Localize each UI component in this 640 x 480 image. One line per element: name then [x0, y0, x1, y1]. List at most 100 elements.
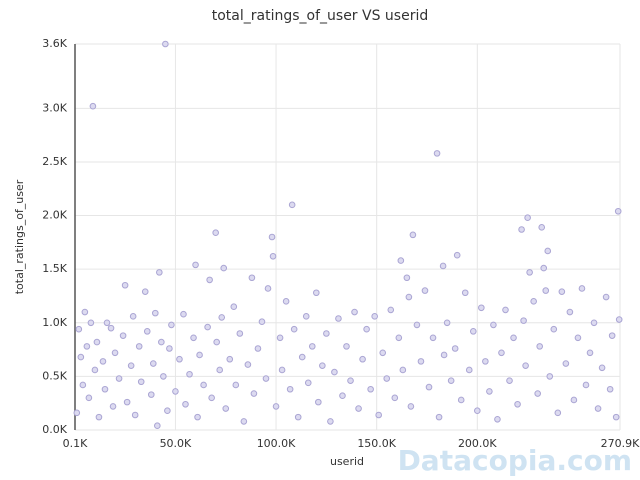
point — [367, 385, 374, 393]
point — [542, 287, 550, 294]
point — [403, 274, 411, 282]
point — [323, 330, 330, 337]
point — [486, 388, 493, 395]
point — [230, 303, 238, 310]
point — [536, 343, 543, 350]
point — [443, 319, 451, 327]
point — [156, 269, 163, 276]
point — [222, 405, 230, 412]
point — [461, 289, 469, 297]
point — [220, 264, 228, 272]
point — [232, 381, 240, 389]
point — [335, 315, 342, 322]
point — [538, 224, 546, 231]
point — [331, 368, 338, 376]
x-tick-label: 50.0K — [160, 437, 192, 450]
point — [614, 207, 622, 215]
point — [315, 398, 322, 406]
point — [192, 261, 199, 269]
y-axis-label: total_ratings_of_user — [13, 179, 26, 294]
point — [143, 328, 151, 335]
point — [176, 355, 183, 363]
point — [469, 328, 477, 335]
point — [506, 377, 513, 384]
point — [363, 325, 370, 333]
point — [258, 318, 266, 326]
point — [457, 396, 465, 404]
point — [391, 394, 399, 402]
point — [160, 373, 167, 380]
point — [172, 388, 179, 395]
y-tick-label: 2.0K — [42, 209, 67, 222]
point — [129, 313, 137, 320]
point — [598, 364, 606, 372]
point — [182, 400, 189, 408]
chart-title: total_ratings_of_user VS userid — [212, 8, 429, 24]
point — [250, 390, 258, 397]
point — [135, 343, 143, 350]
point — [409, 231, 417, 239]
point — [87, 319, 95, 327]
x-tick-label: 0.1K — [63, 437, 88, 450]
point — [606, 385, 614, 393]
point — [103, 319, 111, 327]
point — [272, 403, 280, 410]
y-tick-label: 1.5K — [42, 262, 67, 275]
point — [216, 366, 224, 374]
point — [141, 288, 149, 295]
point — [212, 229, 219, 237]
y-tick-label: 2.5K — [42, 155, 67, 168]
point — [109, 403, 117, 410]
point — [421, 287, 429, 294]
point — [502, 306, 509, 314]
x-tick-label: 200.0K — [458, 437, 497, 450]
point — [407, 403, 415, 410]
point — [439, 262, 447, 270]
point — [85, 394, 93, 402]
point — [111, 349, 119, 357]
point — [204, 323, 211, 331]
point — [268, 233, 276, 241]
point — [308, 343, 316, 350]
point — [383, 375, 391, 382]
point — [347, 377, 354, 384]
point — [574, 334, 582, 342]
point — [73, 409, 81, 417]
point — [83, 343, 91, 350]
point — [262, 375, 270, 382]
y-tick-label: 3.6K — [42, 37, 67, 50]
point — [244, 361, 252, 368]
point — [522, 362, 529, 369]
x-tick-label: 150.0K — [357, 437, 396, 450]
point — [429, 334, 437, 342]
point — [123, 398, 131, 406]
point — [540, 264, 548, 272]
point — [254, 345, 262, 352]
point — [518, 226, 525, 233]
point — [494, 415, 501, 423]
point — [95, 413, 103, 421]
point — [433, 150, 441, 157]
point — [554, 409, 562, 417]
point — [115, 375, 123, 382]
point — [514, 400, 521, 408]
point — [327, 418, 334, 425]
point — [190, 334, 197, 342]
point — [562, 360, 570, 367]
point — [282, 298, 290, 305]
point — [520, 317, 527, 324]
point — [435, 413, 443, 421]
point — [206, 276, 213, 284]
point — [166, 345, 173, 352]
point — [196, 351, 203, 359]
point — [417, 358, 425, 365]
point — [478, 304, 485, 312]
point — [121, 281, 129, 289]
point — [399, 366, 407, 374]
point — [79, 381, 87, 389]
point — [586, 349, 594, 357]
point — [286, 385, 294, 393]
point — [236, 330, 244, 337]
point — [490, 321, 497, 329]
y-tick-label: 3.0K — [42, 101, 67, 114]
